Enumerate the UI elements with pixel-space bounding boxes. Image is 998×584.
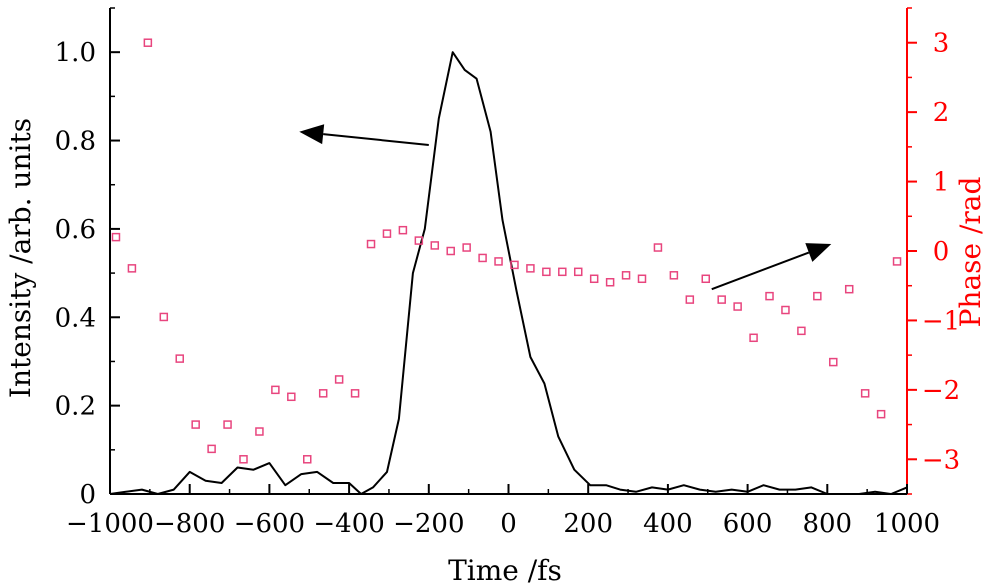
phase-point [334, 375, 344, 384]
annotation-layer [299, 124, 832, 291]
phase-point [733, 302, 742, 311]
phase-point [239, 455, 248, 464]
right-tick-label: 0 [933, 237, 950, 267]
left-axis-ticks: 0 0.2 0.4 0.6 0.8 1.0 [55, 7, 120, 510]
phase-point [255, 427, 264, 436]
x-tick-label: 600 [723, 509, 773, 539]
phase-point [271, 385, 280, 395]
left-tick-label: 0.2 [55, 392, 96, 422]
phase-point [143, 38, 153, 47]
x-axis-title: Time /fs [448, 554, 562, 584]
right-tick-label: −1 [922, 306, 960, 336]
left-tick-label: 1.0 [55, 38, 96, 68]
right-axis-title: Phase /rad [954, 177, 987, 328]
phase-point [398, 225, 408, 235]
intensity-line [109, 51, 908, 495]
phase-point [542, 267, 551, 277]
x-tick-label: 0 [500, 509, 517, 539]
x-tick-label: −1000 [66, 509, 154, 539]
phase-point [717, 295, 726, 304]
phase-point [510, 260, 519, 270]
x-tick-label: −600 [234, 509, 305, 539]
series-layer [109, 38, 908, 495]
x-tick-label: 800 [802, 509, 852, 539]
phase-point [781, 305, 790, 315]
phase-point [207, 444, 216, 454]
phase-point [127, 264, 137, 273]
phase-point [366, 239, 376, 249]
phase-point [589, 274, 599, 284]
phase-point [303, 455, 312, 464]
phase-point [749, 333, 758, 343]
right-tick-label: 2 [933, 98, 950, 128]
phase-point [526, 264, 535, 273]
right-tick-label: −3 [922, 445, 960, 475]
left-tick-label: 0 [79, 480, 96, 510]
right-tick-label: −2 [922, 376, 960, 406]
x-tick-label: 400 [643, 509, 693, 539]
arrow-head [805, 243, 832, 262]
phase-point [350, 389, 360, 398]
phase-point [813, 291, 822, 301]
phase-point [159, 312, 169, 322]
phase-point [191, 420, 200, 429]
phase-point [478, 253, 487, 263]
phase-point [462, 243, 471, 252]
phase-point [494, 257, 503, 266]
phase-point [175, 354, 184, 363]
phase-point [701, 274, 711, 284]
phase-point [318, 389, 328, 398]
phase-point [446, 246, 455, 256]
right-tick-label: 3 [933, 29, 950, 59]
phase-point [621, 271, 631, 280]
right-axis-ticks: 3 2 1 0 −1 −2 −3 [907, 7, 960, 495]
phase-point [685, 295, 695, 304]
right-tick-label: 1 [933, 168, 950, 198]
x-tick-label: 1000 [874, 509, 940, 539]
phase-point [669, 271, 679, 280]
left-tick-label: 0.6 [55, 215, 96, 245]
x-tick-label: −400 [313, 509, 384, 539]
phase-point [605, 277, 615, 287]
phase-point [573, 267, 583, 277]
x-tick-label: 200 [563, 509, 613, 539]
phase-point [287, 392, 296, 402]
phase-point [558, 267, 567, 277]
phase-point [797, 326, 806, 336]
phase-point [653, 243, 663, 252]
phase-point [382, 229, 392, 238]
x-axis-ticks: −1000 −800 −600 −400 −200 0 200 400 600 800 1000 [66, 484, 940, 539]
phase-point [892, 257, 902, 266]
arrow-shaft [323, 133, 429, 146]
left-axis-title: Intensity /arb. units [4, 118, 37, 398]
x-tick-label: −800 [154, 509, 225, 539]
phase-point [829, 357, 838, 367]
left-tick-label: 0.4 [55, 303, 96, 333]
phase-point [860, 389, 870, 398]
phase-point [637, 274, 647, 284]
phase-point [844, 284, 854, 294]
phase-point [430, 241, 440, 250]
phase-point [414, 236, 424, 245]
phase-point [223, 420, 232, 429]
phase-point [876, 409, 886, 419]
phase-point [111, 232, 121, 242]
arrow-shaft [711, 251, 810, 291]
phase-point [765, 291, 774, 301]
arrow-head [299, 124, 325, 145]
x-tick-label: −200 [393, 509, 464, 539]
left-tick-label: 0.8 [55, 127, 96, 157]
